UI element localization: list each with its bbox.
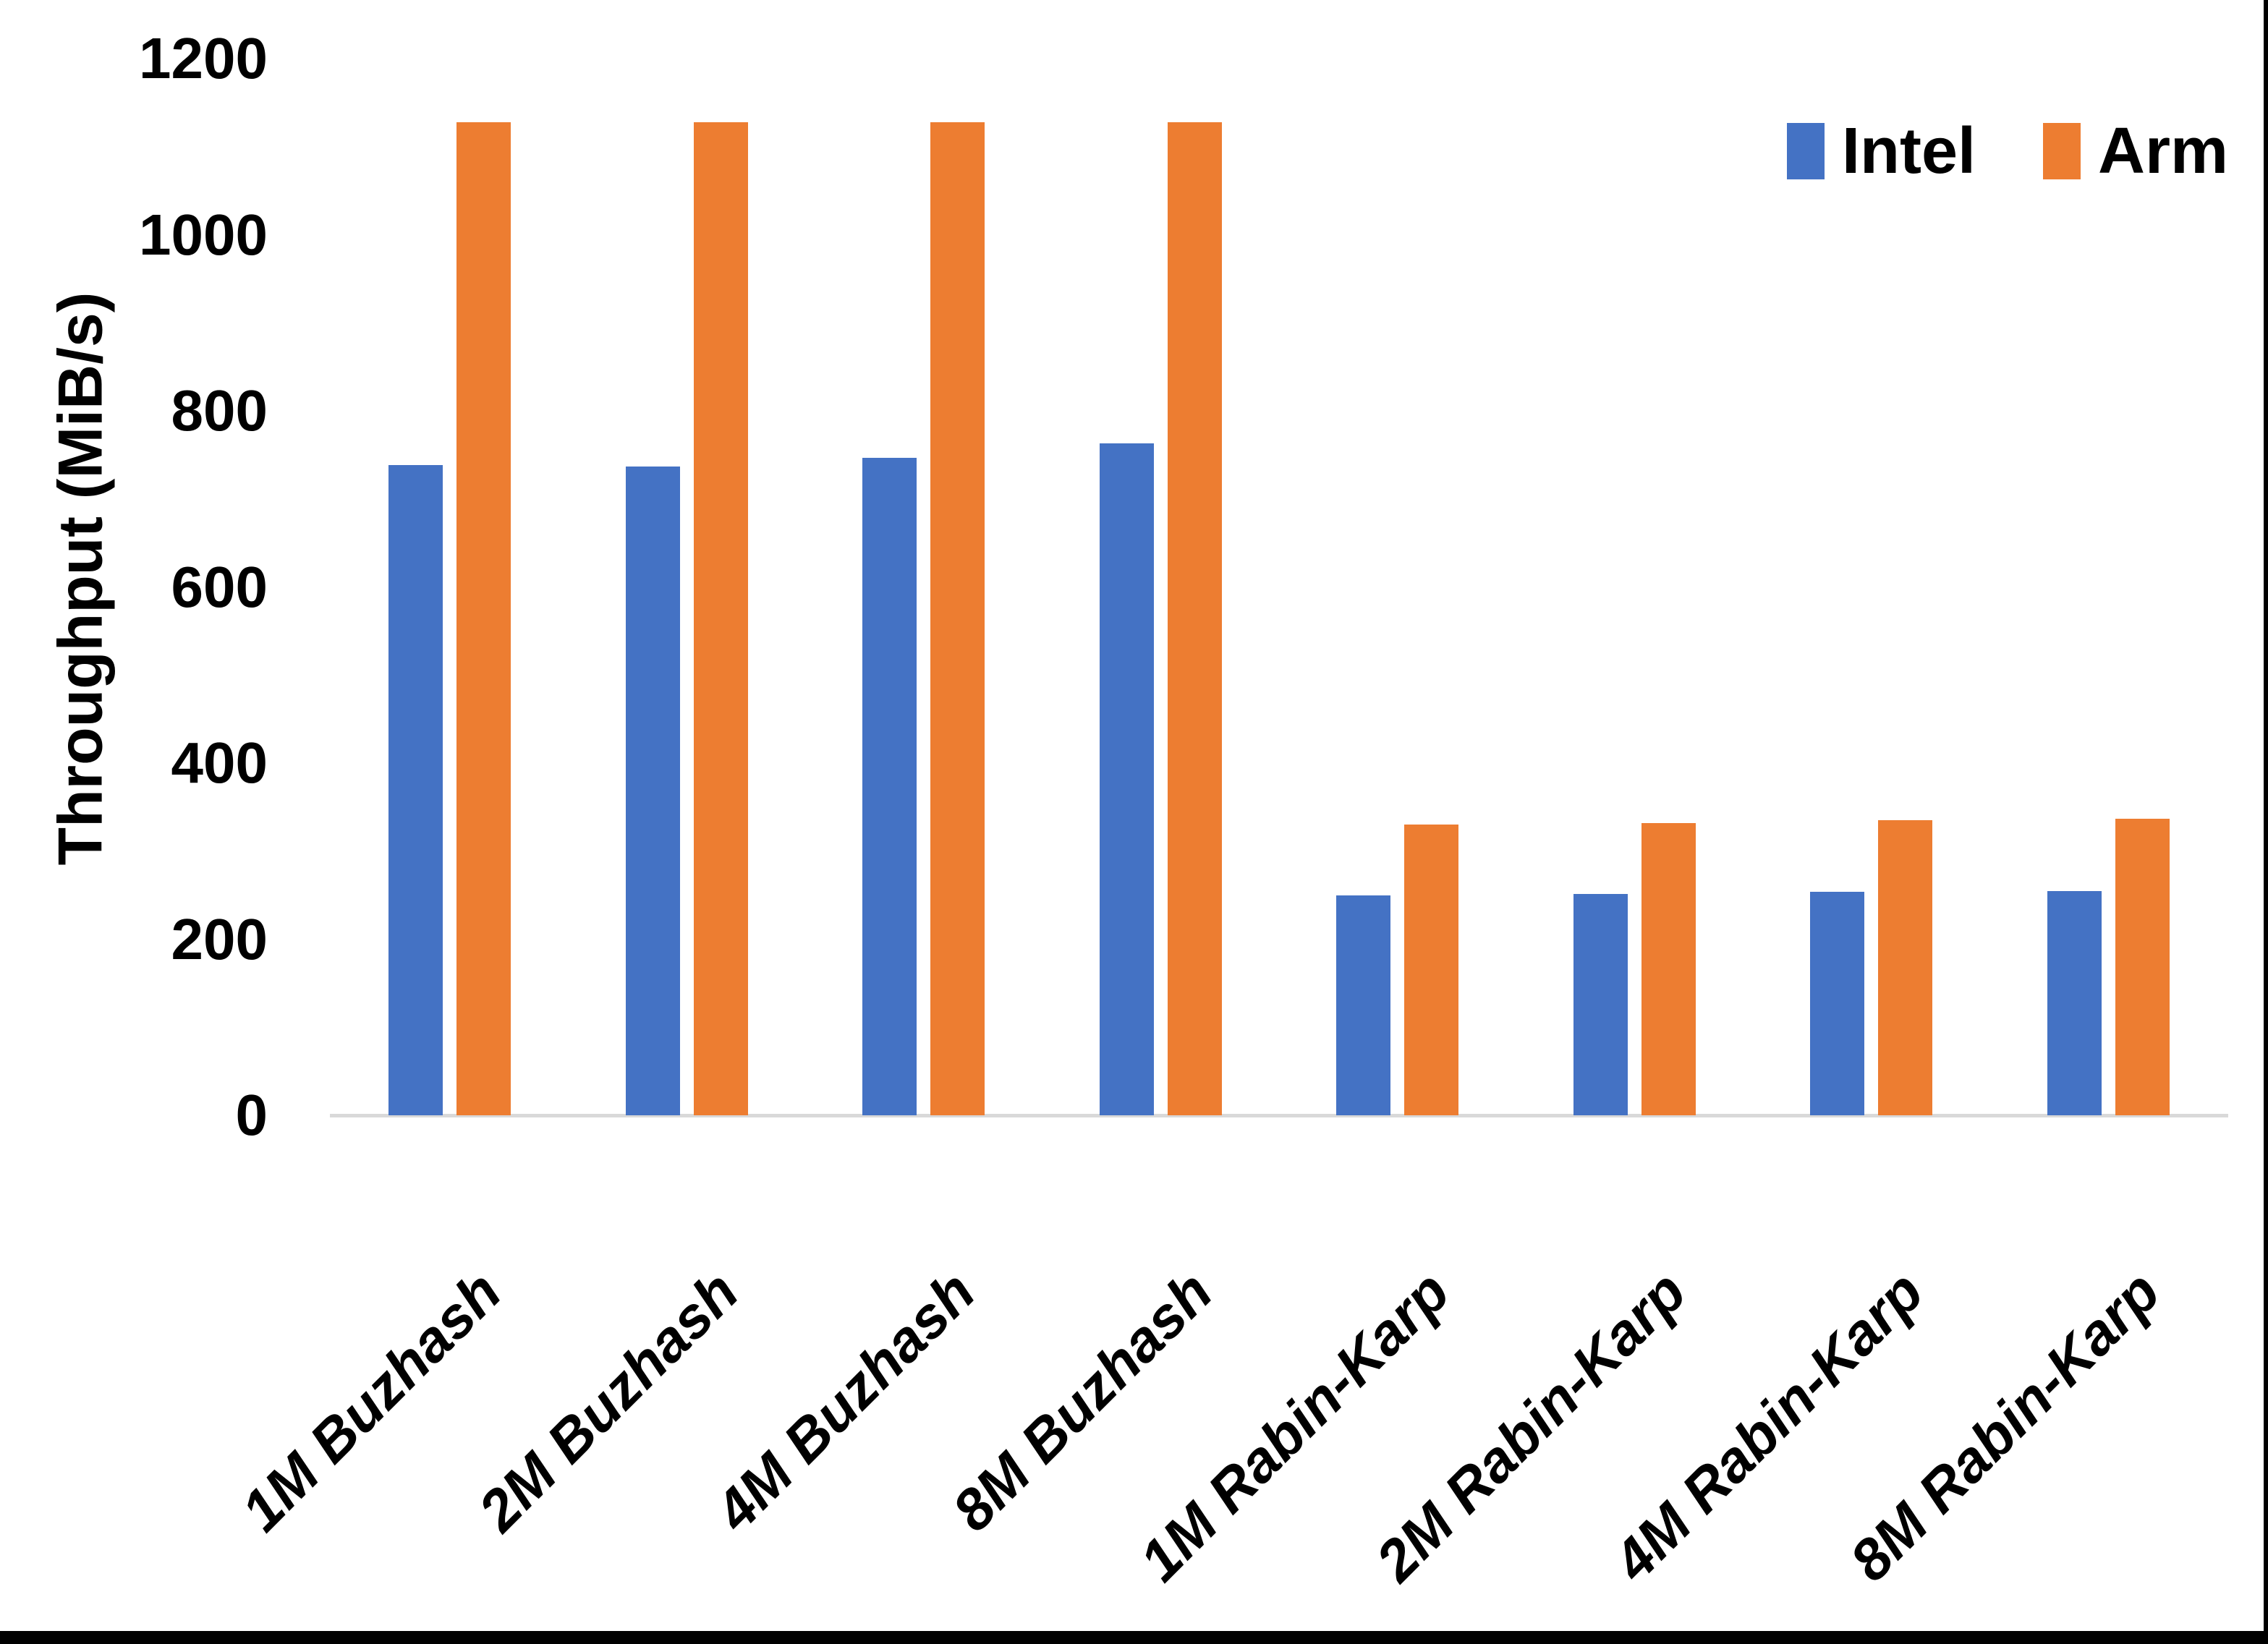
bar-intel-7 xyxy=(1810,891,1864,1115)
bar-intel-6 xyxy=(1573,894,1628,1115)
bar-arm-6 xyxy=(1641,822,1696,1115)
y-tick-label: 1200 xyxy=(139,26,268,90)
screenshot-bottom-border xyxy=(0,1631,2268,1644)
y-tick-label: 600 xyxy=(171,554,268,619)
screenshot-right-border xyxy=(2264,0,2268,1644)
bar-arm-3 xyxy=(930,122,985,1115)
bar-intel-1 xyxy=(388,465,443,1115)
bar-intel-5 xyxy=(1336,895,1390,1115)
legend-swatch-intel xyxy=(1787,123,1825,179)
y-tick-label: 800 xyxy=(171,378,268,443)
bar-arm-5 xyxy=(1404,825,1458,1115)
legend-swatch-arm xyxy=(2043,123,2081,179)
legend-label-intel: Intel xyxy=(1842,115,1976,187)
y-tick-label: 0 xyxy=(235,1083,268,1147)
bar-arm-4 xyxy=(1167,122,1222,1115)
bar-intel-3 xyxy=(862,457,917,1115)
legend-label-arm: Arm xyxy=(2098,115,2229,187)
bar-intel-4 xyxy=(1099,443,1154,1115)
bar-arm-2 xyxy=(693,122,748,1115)
legend-item-intel: Intel xyxy=(1787,115,1976,187)
bar-intel-8 xyxy=(2047,890,2102,1115)
bar-intel-2 xyxy=(625,466,680,1115)
x-axis-line xyxy=(330,1114,2228,1117)
bar-arm-7 xyxy=(1878,820,1932,1115)
bar-arm-1 xyxy=(456,122,511,1115)
y-tick-label: 400 xyxy=(171,731,268,795)
y-tick-label: 1000 xyxy=(139,202,268,267)
legend-item-arm: Arm xyxy=(2043,115,2229,187)
legend: Intel Arm xyxy=(1787,115,2229,187)
bar-arm-8 xyxy=(2115,818,2170,1115)
y-tick-label: 200 xyxy=(171,906,268,971)
